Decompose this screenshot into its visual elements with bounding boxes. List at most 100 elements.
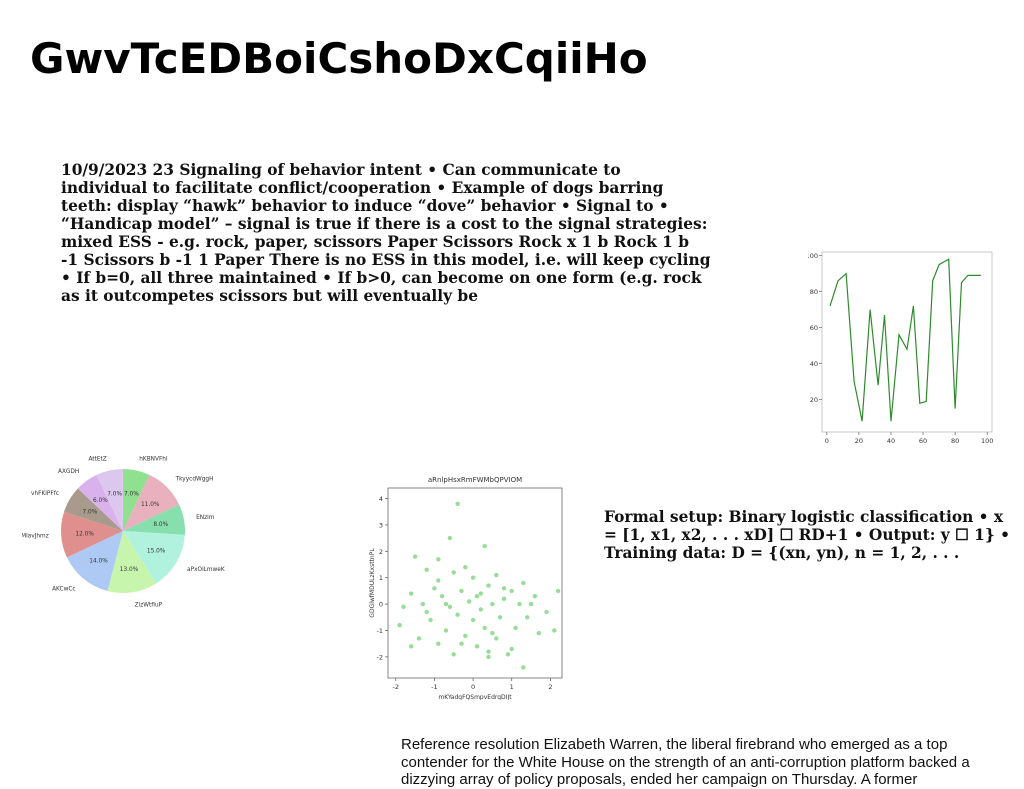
line-chart-frame: [821, 251, 993, 433]
scatter-point: [424, 609, 429, 615]
pie-value-label: 6.0%: [93, 498, 108, 504]
scatter-point: [478, 607, 483, 612]
scatter-point: [436, 557, 441, 562]
scatter-point: [412, 554, 418, 559]
scatter-point: [521, 580, 526, 586]
scatter-y-tick-label: -2: [377, 653, 383, 661]
scatter-point: [409, 591, 414, 596]
pie-value-label: 8.0%: [153, 522, 168, 528]
scatter-point: [509, 588, 514, 594]
scatter-point: [451, 652, 456, 657]
pie-category-label: TkyycdWggH: [175, 476, 214, 482]
scatter-point: [451, 570, 456, 575]
scatter-point: [467, 599, 472, 604]
scatter-y-tick-label: 1: [379, 574, 383, 582]
pie-value-label: 15.0%: [147, 549, 166, 555]
pie-category-label: vhFKiPFfc: [31, 491, 59, 497]
scatter-point: [486, 654, 491, 660]
line-x-tick-label: 20: [855, 437, 863, 445]
pie-slice: [96, 469, 123, 531]
scatter-point: [521, 665, 526, 670]
scatter-point: [436, 578, 441, 583]
scatter-frame: [387, 487, 563, 679]
line-x-tick-label: 100: [981, 437, 993, 445]
scatter-x-tick-label: 1: [510, 683, 514, 691]
pie-category-label: ENzlm: [196, 515, 215, 521]
scatter-point: [459, 588, 464, 594]
scatter-point: [486, 583, 491, 588]
pie-category-label: AttEtZ: [88, 456, 106, 462]
pie-slice: [66, 531, 123, 592]
scatter-point: [536, 630, 541, 636]
scatter-point: [494, 636, 499, 641]
scatter-point: [501, 586, 507, 591]
pie-slice: [64, 488, 123, 531]
scatter-point: [501, 596, 507, 601]
line-y-tick-label: 40: [810, 360, 818, 368]
pie-category-label: aPxOiLmweK: [187, 567, 225, 573]
scatter-point: [432, 586, 437, 591]
scatter-point: [497, 615, 503, 620]
line-x-tick-label: 60: [919, 437, 927, 445]
pie-category-label: GMlavJhmz: [22, 534, 49, 540]
scatter-point: [428, 617, 433, 623]
scatter-point: [517, 601, 522, 607]
pie-category-label: AKCwCc: [52, 586, 75, 592]
pie-category-label: AXGDH: [58, 469, 79, 475]
scatter-point: [409, 644, 414, 649]
line-x-tick-label: 0: [825, 437, 829, 445]
pie-value-label: 11.0%: [141, 502, 160, 508]
pie-category-label: hKBNVFhl: [139, 456, 168, 462]
scatter-point: [486, 649, 491, 654]
scatter-point: [424, 567, 429, 572]
line-y-tick-label: 20: [810, 396, 818, 404]
pie-value-label: 7.0%: [107, 491, 122, 497]
pie-slice: [123, 474, 180, 531]
scatter-y-tick-label: 4: [379, 495, 383, 503]
scatter-point: [474, 644, 480, 649]
reference-resolution-text-block: Reference resolution Elizabeth Warren, t…: [401, 736, 970, 788]
scatter-point: [447, 604, 453, 609]
line-y-tick-label: 60: [810, 324, 818, 332]
pie-slice: [123, 531, 185, 584]
scatter-point: [463, 633, 468, 638]
scatter-point: [552, 628, 557, 633]
scatter-point: [525, 615, 530, 620]
scatter-point: [532, 594, 538, 599]
scatter-point: [420, 601, 425, 607]
scatter-point: [463, 565, 468, 570]
scatter-point: [478, 591, 483, 596]
pie-slice: [123, 504, 186, 535]
line-y-tick-label: 100: [808, 252, 818, 260]
pie-value-label: 7.0%: [83, 509, 98, 515]
scatter-point: [459, 641, 464, 646]
scatter-x-tick-label: 0: [471, 683, 475, 691]
scatter-y-tick-label: -1: [377, 627, 383, 635]
line-x-tick-label: 80: [951, 437, 959, 445]
scatter-point: [544, 609, 549, 615]
scatter-point: [528, 601, 534, 607]
pie-slice: [107, 531, 157, 593]
scatter-point: [470, 575, 476, 580]
scatter-point: [494, 572, 499, 578]
signaling-text-block: 10/9/2023 23 Signaling of behavior inten…: [61, 161, 711, 305]
scatter-x-tick-label: 2: [548, 683, 552, 691]
scatter-point: [470, 617, 476, 623]
pie-value-label: 13.0%: [120, 567, 139, 573]
pie-chart: 7.0% hKBNVFhl 11.0% TkyycdWggH 8.0% ENzlm 15.0…: [22, 456, 225, 608]
scatter-point: [555, 588, 561, 594]
pie-value-label: 12.0%: [75, 531, 94, 537]
pie-value-label: 14.0%: [89, 559, 108, 565]
pie-slice: [60, 511, 123, 558]
scatter-point: [455, 501, 460, 506]
scatter-point: [505, 652, 511, 657]
page-title: GwvTcEDBoiCshoDxCqiiHo: [30, 34, 648, 83]
scatter-x-label: mKYadgFQSmpvEdrgDIJt: [438, 694, 512, 700]
scatter-point: [397, 623, 402, 628]
scatter-point: [513, 625, 518, 631]
line-x-tick-label: 40: [887, 437, 895, 445]
pie-slice: [77, 474, 123, 531]
line-series: [829, 258, 981, 422]
scatter-point: [443, 601, 449, 607]
scatter-point: [482, 625, 487, 631]
